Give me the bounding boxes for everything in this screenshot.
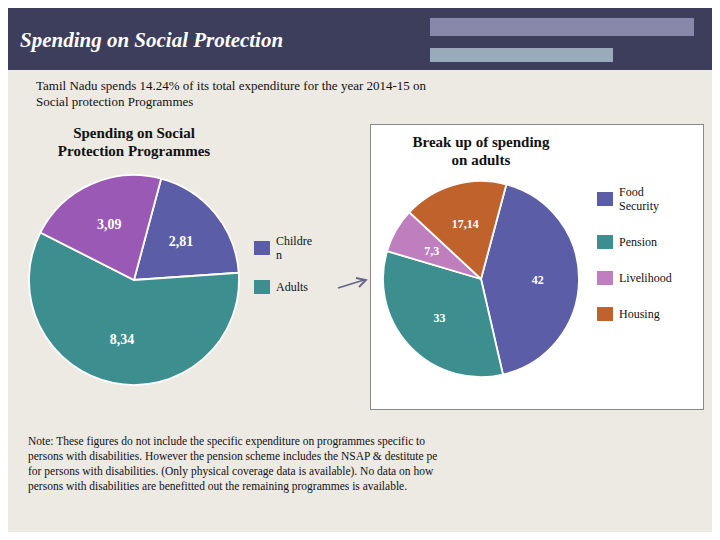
html-text:Note: These figures do not inc: Note: These figures do not include the s… [28,435,438,492]
svg-text:33: 33 [434,311,446,325]
svg-text:42: 42 [532,273,544,287]
html-text:Tamil Nadu spends 14.24% of it: Tamil Nadu spends 14.24% of its total ex… [36,78,427,109]
html-text:Break up of spending on adults: Break up of spending on adults [412,134,550,168]
html-text:Spending on Social Protection: Spending on Social Protection [20,28,284,52]
html-text:Livelihood: Livelihood [619,271,672,285]
html-text:Childre n: Childre n [276,234,312,262]
svg-text:8,34: 8,34 [110,332,135,347]
html-text:Pension: Pension [619,235,657,249]
svg-text:7,3: 7,3 [424,244,439,258]
html-text:Food Security: Food Security [619,185,659,213]
svg-text:2,81: 2,81 [169,234,194,249]
html-text:Housing: Housing [619,307,660,321]
html-text:Spending on Social Protection: Spending on Social Protection Programmes [57,125,211,159]
svg-text:17,14: 17,14 [452,217,479,231]
html-text:Adults: Adults [276,280,308,294]
svg-text:3,09: 3,09 [97,217,122,232]
